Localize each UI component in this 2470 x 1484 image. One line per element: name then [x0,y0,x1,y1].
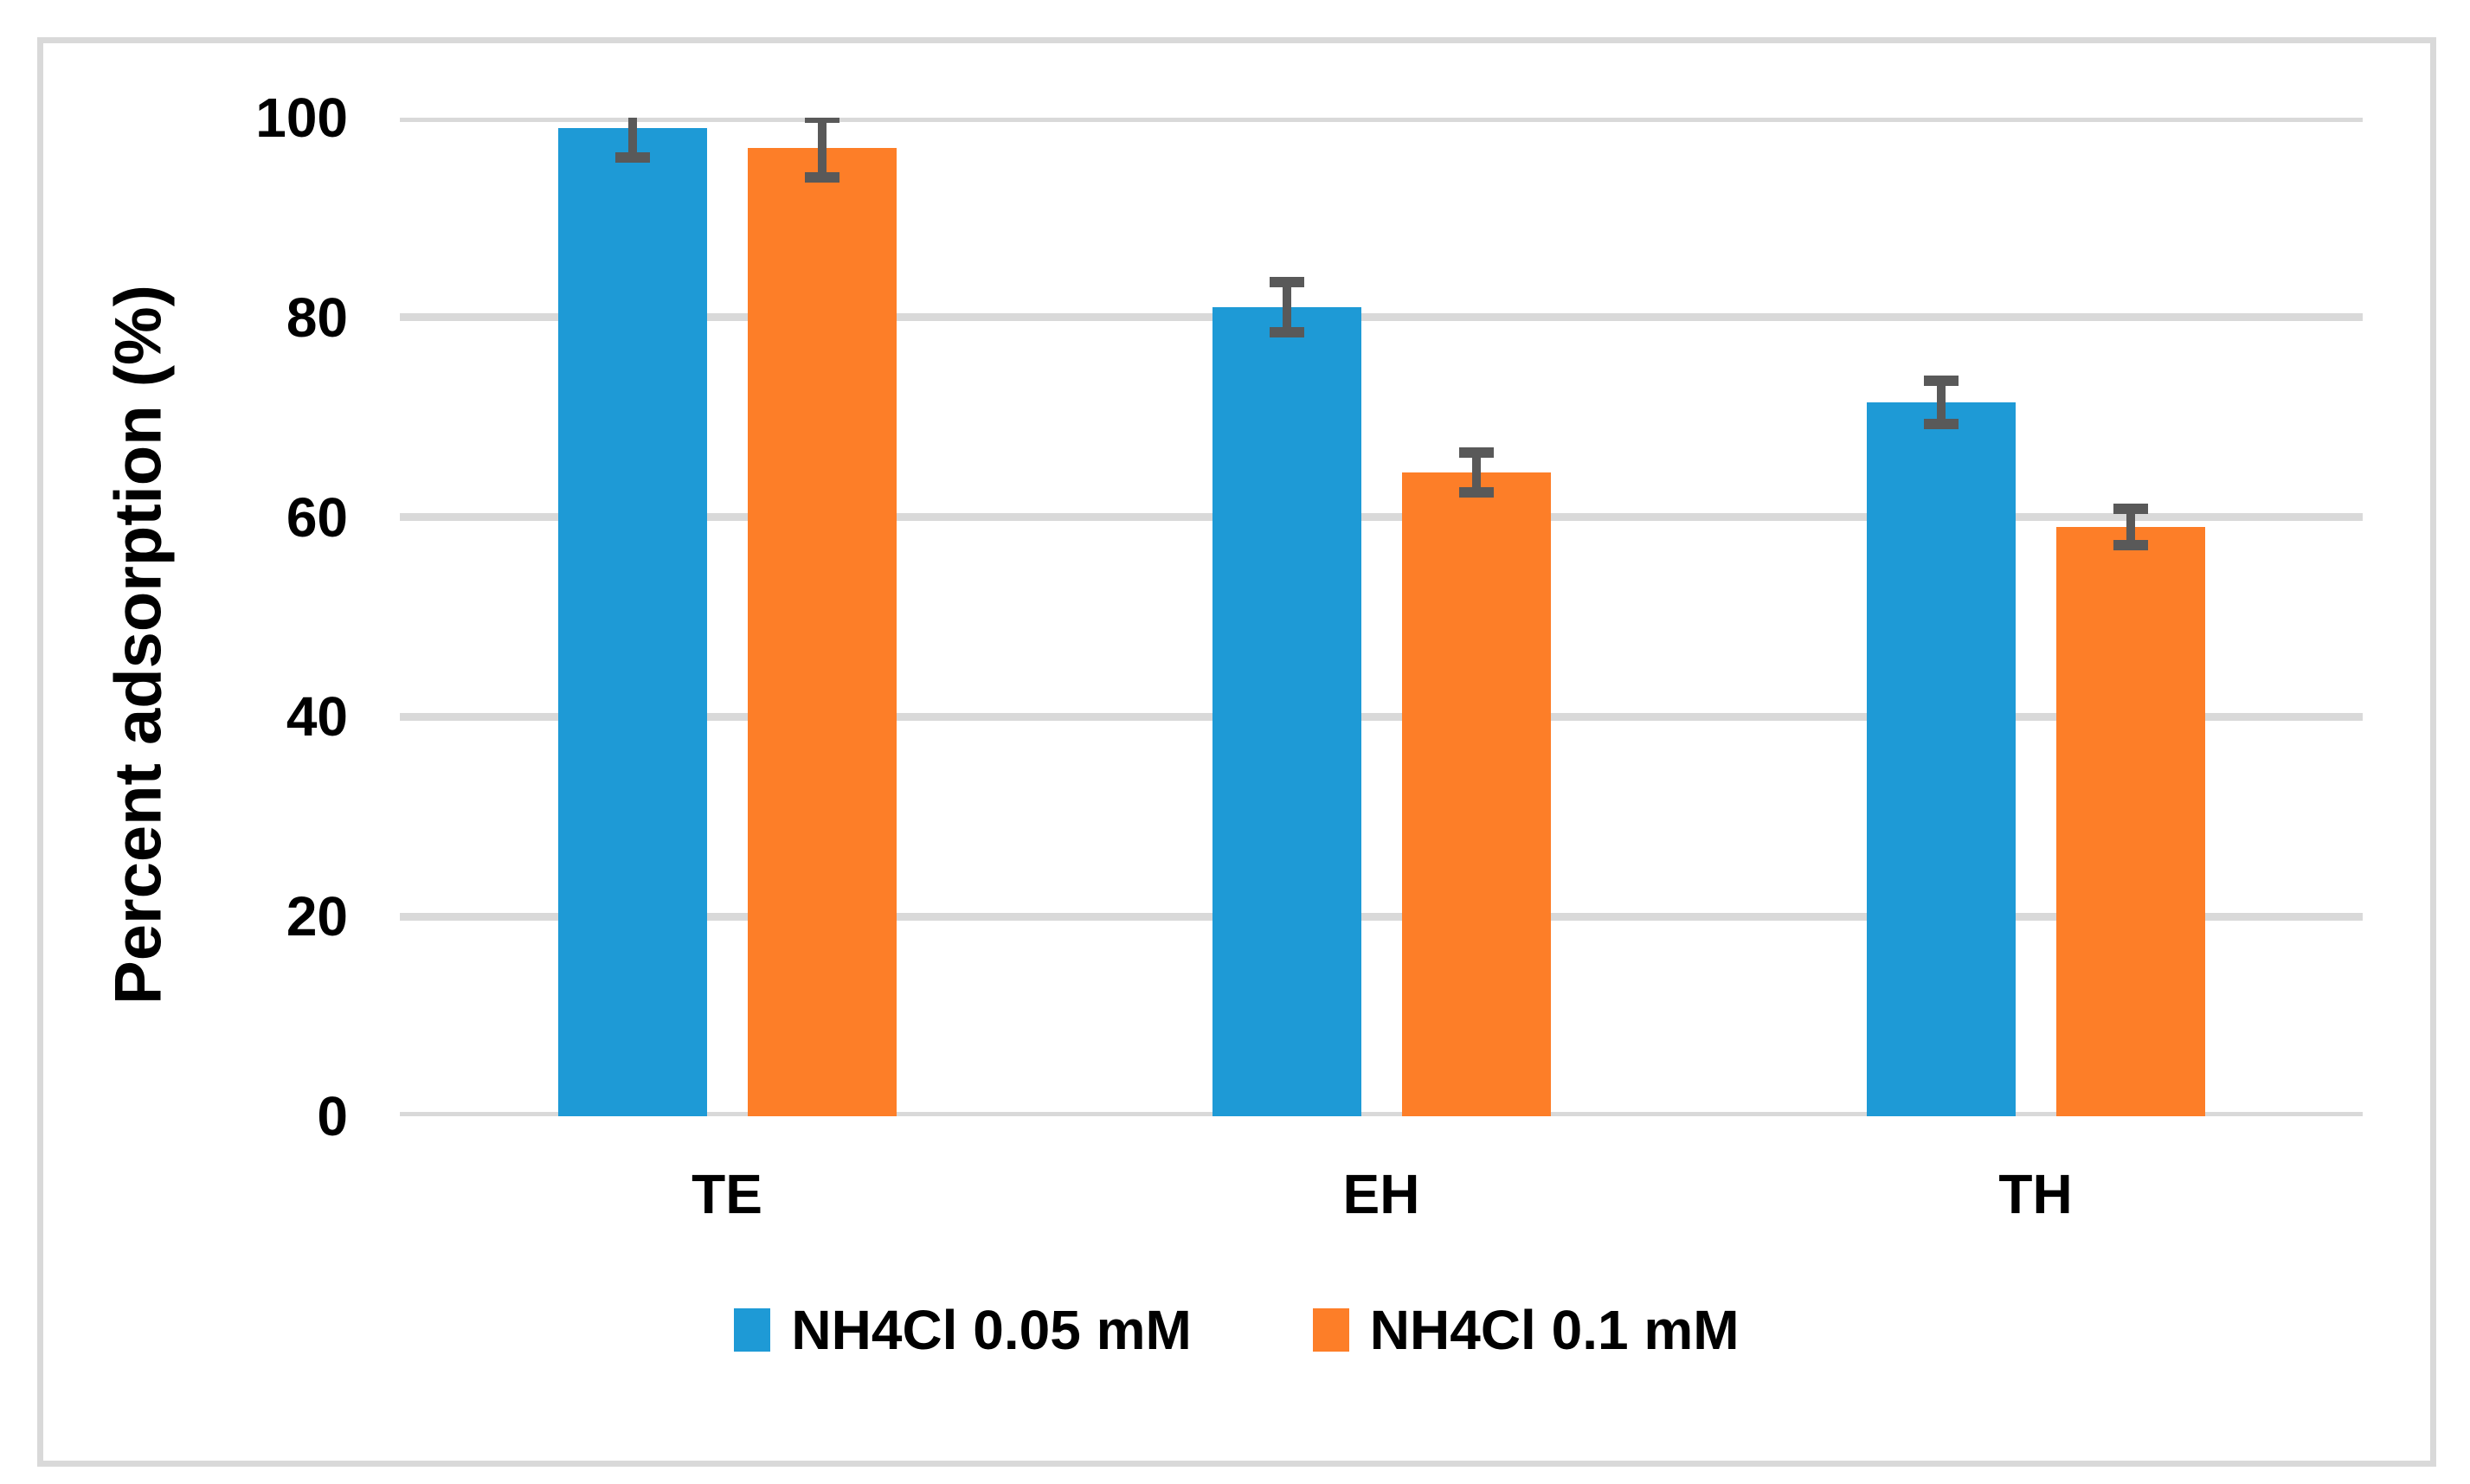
x-axis-line [400,1112,2363,1116]
legend-label: NH4Cl 0.1 mM [1369,1299,1740,1361]
gridline [400,712,2363,721]
x-category-label: TE [691,1163,762,1225]
gridline [400,912,2363,921]
legend-item: NH4Cl 0.05 mM [734,1299,1192,1361]
y-tick-label: 60 [286,485,348,549]
error-bar [2126,509,2135,545]
bar [2055,527,2205,1116]
x-category-label: EH [1342,1163,1420,1225]
legend-marker [734,1308,771,1352]
y-tick-label: 100 [255,87,348,149]
gridline [400,313,2363,322]
error-bar [627,118,637,158]
y-tick-label: 0 [317,1085,348,1147]
error-bar-cap [2113,539,2148,550]
legend-marker [1312,1308,1349,1352]
error-bar-cap [1923,419,1959,430]
error-bar [1282,282,1291,333]
error-bar-cap [1458,446,1494,458]
error-bar-cap [804,118,839,123]
error-bar [1936,380,1946,425]
error-bar-cap [804,172,839,183]
bar [1212,307,1361,1116]
error-bar-cap [1458,486,1494,498]
error-bar-cap [1269,277,1304,288]
x-category-label: TH [1998,1163,2073,1225]
bar [747,147,897,1116]
error-bar-cap [614,152,650,164]
error-bar [817,118,827,178]
y-tick-label: 20 [286,885,348,948]
y-tick-label: 40 [286,685,348,748]
gridline [400,118,2363,122]
error-bar-cap [1269,327,1304,338]
legend-item: NH4Cl 0.1 mM [1312,1299,1740,1361]
bar [1866,402,2016,1116]
gridline [400,513,2363,522]
bar [1401,472,1551,1116]
error-bar [1471,452,1481,492]
error-bar-cap [2113,504,2148,515]
y-tick-label: 80 [286,286,348,349]
legend: NH4Cl 0.05 mM NH4Cl 0.1 mM [37,1302,2436,1358]
legend-label: NH4Cl 0.05 mM [791,1299,1192,1361]
error-bar-cap [1923,375,1959,386]
bar [557,127,707,1116]
plot-area [400,118,2363,1116]
